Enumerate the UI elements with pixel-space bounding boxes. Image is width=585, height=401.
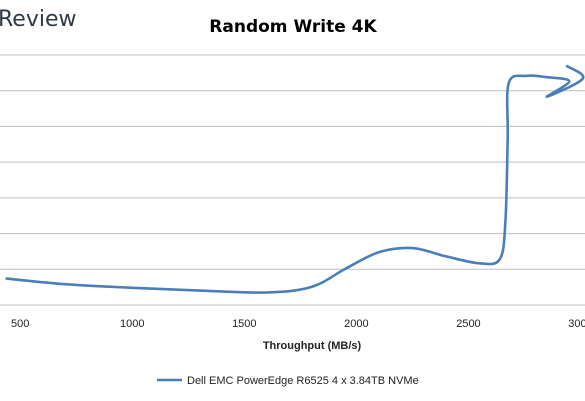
chart-title: Random Write 4K [209, 17, 377, 37]
x-tick-label: 1500 [232, 318, 256, 330]
series-line [5, 64, 585, 294]
x-tick-label: 3000 [568, 318, 585, 330]
brand-logo: Review [0, 7, 77, 32]
legend-entry: Dell EMC PowerEdge R6525 4 x 3.84TB NVMe [187, 375, 419, 387]
x-axis-ticks: 500 1000 1500 2000 2500 3000 [11, 318, 585, 330]
x-tick-label: 1000 [120, 318, 144, 330]
x-axis-label: Throughput (MB/s) [263, 340, 362, 352]
x-tick-label: 500 [11, 318, 29, 330]
x-tick-label: 2000 [344, 318, 368, 330]
gridlines [0, 54, 585, 306]
legend: Dell EMC PowerEdge R6525 4 x 3.84TB NVMe [157, 375, 419, 387]
x-tick-label: 2500 [456, 318, 480, 330]
